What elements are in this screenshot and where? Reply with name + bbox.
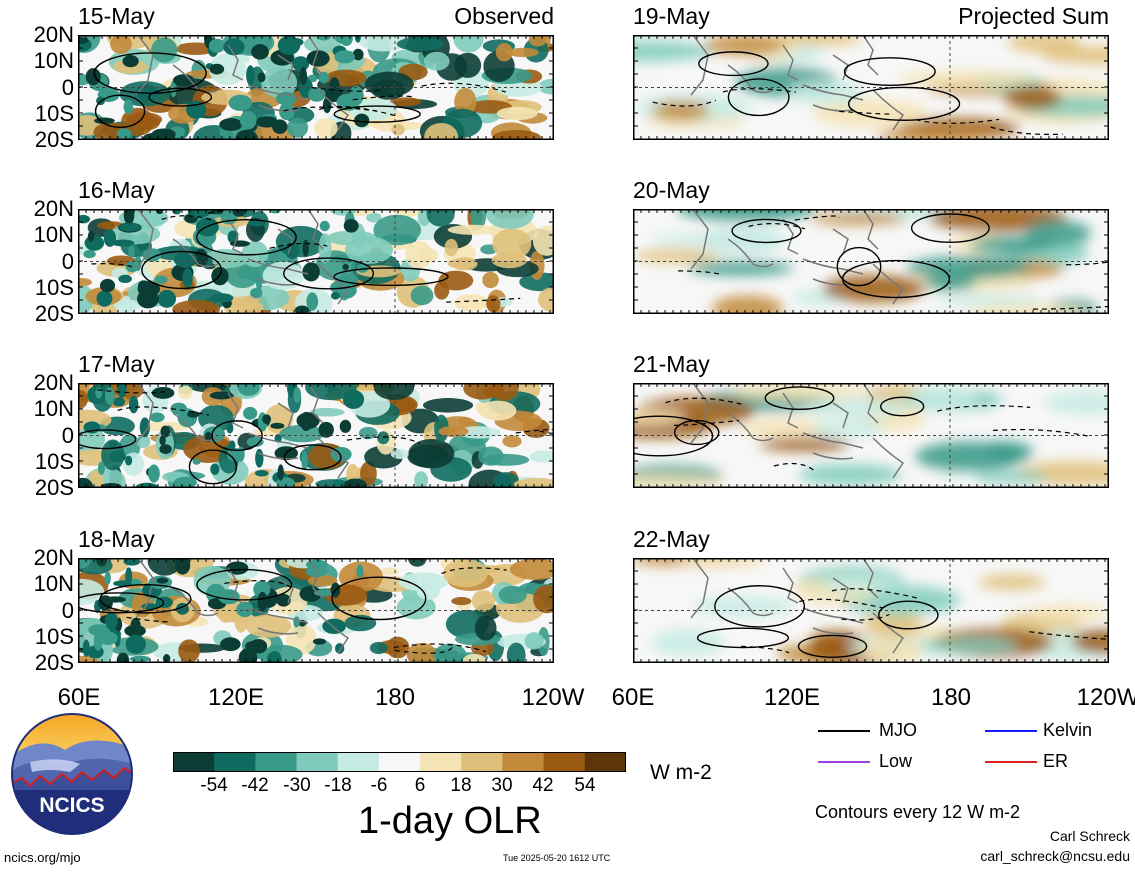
projected-panel-3: 21-May	[632, 351, 1109, 488]
olr-map	[77, 208, 554, 314]
panel-date: 19-May	[633, 3, 710, 29]
colorbar-tick: -6	[370, 775, 388, 796]
lat-label: 0	[61, 75, 74, 100]
colorbar-tick: 6	[414, 775, 426, 796]
lat-label: 0	[61, 249, 74, 274]
olr-map	[632, 34, 1109, 140]
olr-map	[632, 382, 1109, 488]
panel-tag-observed: Observed	[454, 3, 554, 29]
colorbar-tick: 18	[450, 775, 472, 796]
colorbar-tick: 54	[574, 775, 596, 796]
observed-panel-1: 15-May Observed	[77, 3, 554, 140]
projected-panel-4: 22-May	[632, 526, 1109, 663]
panel-date: 17-May	[78, 351, 155, 377]
lat-label: 10N	[33, 48, 74, 73]
lon-label: 120E	[763, 684, 821, 711]
colorbar-tick: -18	[324, 775, 352, 796]
legend-mjo: MJO	[879, 720, 917, 740]
lon-label: 180	[930, 684, 972, 711]
logo-text: NCICS	[39, 794, 104, 817]
projected-panel-1: 19-May Projected Sum	[632, 3, 1109, 140]
mjo-line-icon	[818, 730, 870, 732]
olr-map	[77, 382, 554, 488]
lon-label: 120E	[207, 684, 265, 711]
colorbar-swatch	[214, 752, 256, 772]
colorbar-tick: 30	[491, 775, 513, 796]
legend-low: Low	[879, 751, 913, 771]
source-url[interactable]: ncics.org/mjo	[4, 850, 81, 865]
lat-label: 10S	[34, 449, 74, 474]
olr-map	[632, 208, 1109, 314]
colorbar-swatch	[543, 752, 586, 772]
colorbar-tick: -54	[200, 775, 228, 796]
colorbar-tick: -30	[283, 775, 311, 796]
er-line-icon	[985, 761, 1037, 763]
lat-label: 20S	[34, 127, 74, 152]
panel-tag-projected: Projected Sum	[958, 3, 1109, 29]
colorbar-swatch	[502, 752, 545, 772]
colorbar-swatch	[296, 752, 339, 772]
colorbar-tick: -42	[241, 775, 269, 796]
colorbar-swatch	[337, 752, 380, 772]
ncics-logo: NCICS	[10, 712, 134, 836]
timestamp: Tue 2025-05-20 1612 UTC	[503, 853, 611, 863]
lon-label: 180	[374, 684, 416, 711]
map-title: 1-day OLR	[358, 800, 542, 842]
kelvin-line-icon	[985, 730, 1037, 732]
colorbar-swatch	[378, 752, 421, 772]
lat-label: 10N	[33, 571, 74, 596]
lat-label: 20S	[34, 650, 74, 675]
lat-label: 10N	[33, 222, 74, 247]
olr-map	[77, 557, 554, 663]
observed-panel-4: 18-May	[77, 526, 554, 663]
author-email[interactable]: carl_schreck@ncsu.edu	[980, 848, 1130, 864]
lon-label: 120W	[521, 684, 585, 711]
lat-label: 0	[61, 598, 74, 623]
olr-map	[77, 34, 554, 140]
panel-date: 20-May	[633, 177, 710, 203]
lat-label: 20N	[33, 196, 74, 221]
lat-label: 10S	[34, 624, 74, 649]
lat-label: 20N	[33, 545, 74, 570]
low-line-icon	[818, 761, 870, 763]
colorbar-swatch	[173, 752, 215, 772]
ncics-logo-graphic: NCICS	[11, 713, 133, 835]
colorbar-swatches	[173, 752, 627, 772]
observed-panel-3: 17-May	[77, 351, 554, 488]
projected-panel-2: 20-May	[632, 177, 1109, 314]
lat-label: 20S	[34, 301, 74, 326]
colorbar-units: W m-2	[650, 761, 712, 784]
lon-label: 60E	[57, 684, 101, 711]
lat-label: 20S	[34, 475, 74, 500]
lat-label: 10S	[34, 275, 74, 300]
colorbar-swatch	[461, 752, 503, 772]
colorbar-swatch	[255, 752, 298, 772]
panel-date: 16-May	[78, 177, 155, 203]
lat-label: 10N	[33, 396, 74, 421]
panel-date: 21-May	[633, 351, 710, 377]
author-name: Carl Schreck	[1049, 828, 1130, 844]
olr-map	[632, 557, 1109, 663]
lon-label: 120W	[1076, 684, 1135, 711]
colorbar-swatch	[420, 752, 462, 772]
contour-note: Contours every 12 W m-2	[815, 802, 1021, 822]
panel-date: 18-May	[78, 526, 155, 552]
panel-date: 22-May	[633, 526, 710, 552]
legend-kelvin: Kelvin	[1043, 720, 1093, 740]
colorbar	[173, 752, 627, 772]
lat-label: 20N	[33, 22, 74, 47]
legend-er: ER	[1043, 751, 1069, 771]
lat-label: 20N	[33, 370, 74, 395]
colorbar-swatch	[584, 752, 627, 772]
lat-label: 10S	[34, 101, 74, 126]
observed-panel-2: 16-May	[77, 177, 554, 314]
colorbar-tick: 42	[532, 775, 554, 796]
lon-label: 60E	[611, 684, 655, 711]
panel-date: 15-May	[78, 3, 155, 29]
lat-label: 0	[61, 423, 74, 448]
